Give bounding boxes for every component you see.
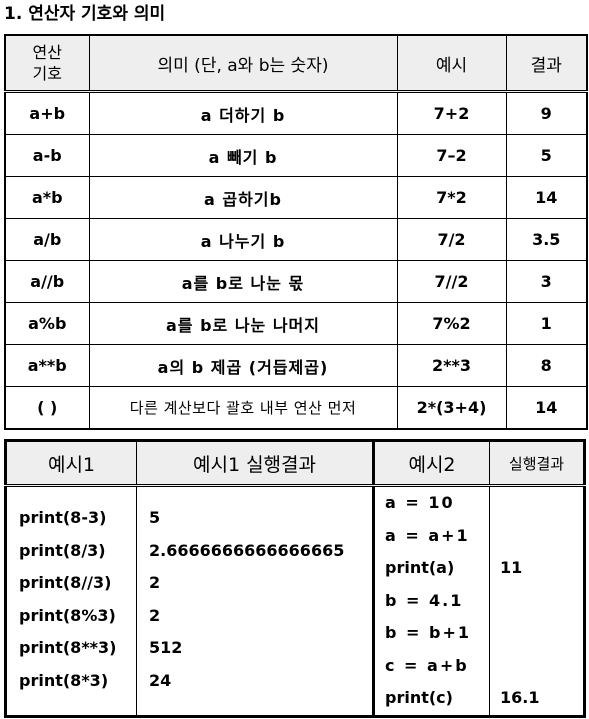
operator-example: 7*2 [396, 176, 507, 219]
operator-example: 2**3 [396, 344, 507, 387]
output-line: 11 [500, 558, 523, 577]
example1-output-cell: 5 2.6666666666666665 2 2 512 24 [136, 485, 375, 716]
header-example: 예시 [396, 34, 507, 93]
header-example1-result: 예시1 실행결과 [136, 440, 375, 487]
header-result: 결과 [505, 34, 588, 93]
header-meaning: 의미 (단, a와 b는 숫자) [88, 34, 398, 93]
operator-example: 7/2 [396, 218, 507, 261]
output-line [490, 585, 583, 618]
operator-meaning: a의 b 제곱 (거듭제곱) [88, 344, 398, 387]
table-row: a+b a 더하기 b 7+2 9 [4, 91, 588, 135]
operator-meaning: a 더하기 b [88, 91, 398, 135]
code-line: a = 10 [385, 493, 455, 512]
code-line: a = a+1 [385, 525, 470, 545]
code-line: print(8%3) [19, 605, 116, 625]
operator-result: 5 [505, 134, 588, 177]
operator-symbol: a//b [4, 260, 90, 303]
output-line: 512 [149, 638, 183, 657]
table-row: a//b a를 b로 나눈 몫 7//2 3 [4, 260, 588, 303]
operator-example: 7–2 [396, 134, 507, 177]
table-row: a*b a 곱하기b 7*2 14 [4, 176, 588, 219]
operator-result: 14 [505, 176, 588, 219]
operator-symbol: a+b [4, 91, 90, 135]
operator-result: 14 [505, 386, 588, 430]
operator-example: 7//2 [396, 260, 507, 303]
code-line: print(a) [385, 558, 455, 577]
operator-result: 9 [505, 91, 588, 135]
code-line: print(8*3) [19, 670, 109, 690]
code-line: b = 4.1 [385, 590, 464, 610]
operator-result: 3.5 [505, 218, 588, 261]
header-example2-result: 실행결과 [489, 440, 585, 487]
output-line: 2.6666666666666665 [149, 540, 345, 560]
operator-meaning: a 빼기 b [88, 134, 398, 177]
table-row: a/b a 나누기 b 7/2 3.5 [4, 218, 588, 261]
section-title: 1. 연산자 기호와 의미 [4, 4, 166, 24]
code-line: print(8-3) [19, 508, 107, 527]
operator-symbol: a-b [4, 134, 90, 177]
table-row: ( ) 다른 계산보다 괄호 내부 연산 먼저 2*(3+4) 14 [4, 386, 588, 430]
header-symbol-line1: 연산 [32, 43, 62, 62]
output-line [490, 650, 583, 683]
code-line: print(8//3) [19, 573, 112, 592]
code-line: print(c) [385, 688, 453, 707]
header-example2: 예시2 [373, 440, 490, 487]
output-line [490, 617, 583, 650]
operator-result: 3 [505, 260, 588, 303]
output-line [490, 520, 583, 553]
operator-result: 8 [505, 344, 588, 387]
operator-example: 7+2 [396, 91, 507, 135]
operator-symbol: a**b [4, 344, 90, 387]
examples-body-row: print(8-3) print(8/3) print(8//3) print(… [5, 485, 585, 716]
examples-table: 예시1 예시1 실행결과 예시2 실행결과 print(8-3) print(8… [4, 439, 586, 718]
header-symbol-line2: 기호 [32, 64, 62, 83]
code-line: print(8**3) [19, 638, 117, 657]
operator-result: 1 [505, 302, 588, 345]
code-line: print(8/3) [19, 540, 106, 560]
operator-example: 2*(3+4) [396, 386, 507, 430]
operator-symbol: ( ) [4, 386, 90, 430]
operator-meaning: a 곱하기b [88, 176, 398, 219]
header-example1: 예시1 [5, 440, 137, 487]
code-line: c = a+b [385, 655, 469, 675]
examples-header-row: 예시1 예시1 실행결과 예시2 실행결과 [5, 440, 585, 487]
output-line: 2 [149, 605, 161, 625]
operator-meaning: a를 b로 나눈 몫 [88, 260, 398, 303]
output-line: 16.1 [500, 688, 540, 707]
header-symbol: 연산 기호 [4, 34, 90, 93]
operators-header-row: 연산 기호 의미 (단, a와 b는 숫자) 예시 결과 [4, 34, 588, 93]
example1-code-cell: print(8-3) print(8/3) print(8//3) print(… [5, 485, 137, 716]
output-line: 2 [149, 573, 161, 592]
operator-example: 7%2 [396, 302, 507, 345]
code-line: b = b+1 [385, 623, 471, 642]
table-row: a**b a의 b 제곱 (거듭제곱) 2**3 8 [4, 344, 588, 387]
table-row: a%b a를 b로 나눈 나머지 7%2 1 [4, 302, 588, 345]
operator-meaning: 다른 계산보다 괄호 내부 연산 먼저 [88, 386, 398, 430]
table-row: a-b a 빼기 b 7–2 5 [4, 134, 588, 177]
example2-output-cell: 11 16.1 [489, 485, 585, 716]
output-line: 24 [149, 670, 172, 690]
output-line: 5 [149, 508, 161, 527]
example2-code-cell: a = 10 a = a+1 print(a) b = 4.1 b = b+1 … [373, 485, 490, 716]
operator-meaning: a를 b로 나눈 나머지 [88, 302, 398, 345]
output-line [490, 487, 583, 520]
operator-symbol: a/b [4, 218, 90, 261]
operator-symbol: a*b [4, 176, 90, 219]
operator-symbol: a%b [4, 302, 90, 345]
operators-table: 연산 기호 의미 (단, a와 b는 숫자) 예시 결과 a+b a 더하기 b… [4, 34, 588, 430]
operator-meaning: a 나누기 b [88, 218, 398, 261]
